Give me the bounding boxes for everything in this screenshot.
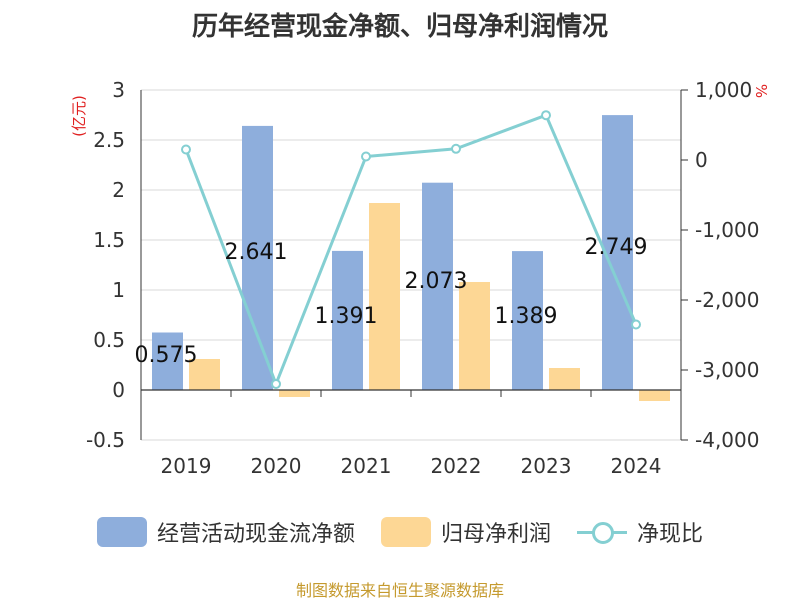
x-tick-label: 2023 <box>521 454 572 478</box>
y-left-tick-label: 1 <box>112 278 125 302</box>
y-left-tick-label: -0.5 <box>86 428 125 452</box>
bar-profit <box>459 282 490 390</box>
y-left-tick-label: 2 <box>112 178 125 202</box>
ratio-point <box>631 319 641 330</box>
data-label-cash: 2.641 <box>225 240 288 265</box>
x-tick-label: 2022 <box>431 454 482 478</box>
x-tick-label: 2024 <box>611 454 662 478</box>
legend-swatch-profit <box>380 517 431 547</box>
ratio-line <box>184 113 638 389</box>
bar-profit <box>549 368 580 390</box>
bar-profit <box>369 203 400 390</box>
bar-cash <box>242 125 273 391</box>
y-left-tick-label: 3 <box>112 78 125 102</box>
bar-cash <box>422 182 453 390</box>
data-label-cash: 1.391 <box>315 304 378 329</box>
y-left-tick-label: 0.5 <box>93 328 125 352</box>
bar-cash <box>152 332 183 390</box>
legend-swatch-cash <box>96 517 147 547</box>
data-label-cash: 0.575 <box>135 343 198 368</box>
ratio-point <box>271 379 281 389</box>
y-right-tick-label: 0 <box>695 148 708 172</box>
ratio-point <box>541 110 551 121</box>
bar-profit <box>279 390 310 397</box>
y-right-tick-label: -1,000 <box>695 218 759 242</box>
ratio-point <box>361 151 371 162</box>
y-left-tick-label: 0 <box>112 378 125 402</box>
legend-label-ratio: 净现比 <box>637 522 704 547</box>
bar-profit <box>639 390 670 401</box>
y-left-tick-label: 2.5 <box>93 128 125 152</box>
bar-cash <box>332 250 363 390</box>
y-right-tick-label: -3,000 <box>695 358 759 382</box>
legend-label-cash: 经营活动现金流净额 <box>156 522 355 547</box>
bar-profit <box>189 359 220 390</box>
x-tick-label: 2021 <box>341 454 392 478</box>
bar-cash <box>602 115 633 390</box>
data-label-cash: 2.073 <box>405 269 468 294</box>
legend-label-profit: 归母净利润 <box>440 522 551 547</box>
y-right-tick-label: -2,000 <box>695 288 759 312</box>
bar-cash <box>512 251 543 390</box>
legend-item-cash[interactable]: 经营活动现金流净额 <box>96 516 355 548</box>
ratio-point <box>181 144 191 155</box>
legend-swatch-ratio <box>577 517 627 547</box>
y-right-tick-label: 1,000 <box>695 78 752 102</box>
x-tick-label: 2020 <box>251 454 302 478</box>
y-right-tick-label: -4,000 <box>695 428 759 452</box>
x-tick-label: 2019 <box>161 454 212 478</box>
y-left-unit: (亿元) <box>70 95 88 137</box>
chart-title: 历年经营现金净额、归母净利润情况 <box>191 12 608 42</box>
data-label-cash: 2.749 <box>585 235 648 260</box>
y-left-tick-label: 1.5 <box>93 228 125 252</box>
y-right-unit: % <box>752 84 770 98</box>
legend: 经营活动现金流净额 归母净利润 净现比 <box>0 516 800 548</box>
legend-item-profit[interactable]: 归母净利润 <box>380 516 551 548</box>
source-note: 制图数据来自恒生聚源数据库 <box>295 581 504 600</box>
ratio-point <box>451 143 461 154</box>
legend-item-ratio[interactable]: 净现比 <box>577 516 703 548</box>
data-label-cash: 1.389 <box>495 304 558 329</box>
